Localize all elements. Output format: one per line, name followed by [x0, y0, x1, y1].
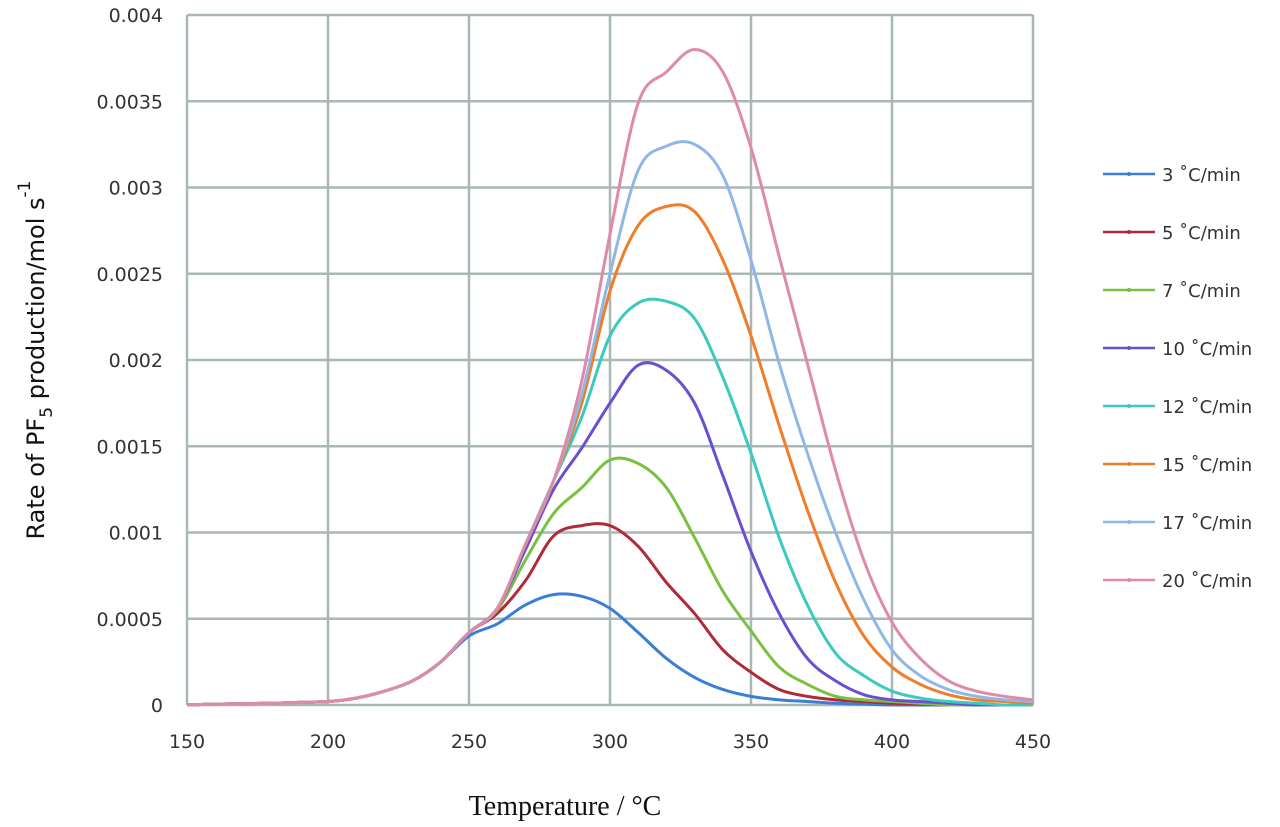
y-axis-label: Rate of PF5 production/mol s-1: [15, 181, 57, 540]
legend-marker: [1127, 346, 1131, 350]
legend-label: 3 ˚C/min: [1162, 165, 1241, 186]
y-label-subscript: 5: [37, 407, 57, 418]
y-tick-label: 0.002: [109, 350, 163, 372]
y-label-part: production/mol s: [22, 197, 50, 406]
legend-marker: [1127, 578, 1131, 582]
x-tick-labels: 150 200 250 300 350 400 450: [169, 731, 1051, 753]
y-tick-label: 0.0025: [97, 264, 163, 286]
y-tick-label: 0.001: [109, 523, 163, 545]
legend-marker: [1127, 404, 1131, 408]
legend-marker: [1127, 172, 1131, 176]
y-tick-labels: 0 0.0005 0.001 0.0015 0.002 0.0025 0.003 0.0035…: [97, 5, 163, 717]
series-line: [186, 48, 1034, 707]
y-label-superscript: -1: [15, 181, 35, 198]
x-tick-label: 450: [1015, 731, 1051, 753]
legend-marker: [1127, 520, 1131, 524]
x-tick-label: 150: [169, 731, 205, 753]
y-tick-label: 0.0005: [97, 609, 163, 631]
y-tick-label: 0.0015: [97, 436, 163, 458]
y-tick-label: 0.0035: [97, 91, 163, 113]
legend-marker: [1127, 230, 1131, 234]
x-tick-label: 250: [451, 731, 487, 753]
y-label-part: Rate of PF: [22, 418, 50, 540]
x-tick-label: 200: [310, 731, 346, 753]
legend-label: 20 ˚C/min: [1162, 571, 1252, 592]
y-tick-label: 0: [151, 695, 163, 717]
x-axis-label: Temperature / °C: [469, 791, 662, 822]
x-tick-label: 400: [874, 731, 910, 753]
legend-label: 17 ˚C/min: [1162, 513, 1252, 534]
legend-label: 12 ˚C/min: [1162, 397, 1252, 418]
legend-label: 5 ˚C/min: [1162, 223, 1241, 244]
legend-marker: [1127, 462, 1131, 466]
grid: [185, 13, 1035, 707]
legend-label: 7 ˚C/min: [1162, 281, 1241, 302]
x-tick-label: 300: [592, 731, 628, 753]
y-tick-label: 0.004: [109, 5, 163, 27]
y-tick-label: 0.003: [109, 178, 163, 200]
legend-label: 10 ˚C/min: [1162, 339, 1252, 360]
x-tick-label: 350: [733, 731, 769, 753]
legend-label: 15 ˚C/min: [1162, 455, 1252, 476]
legend: 3 ˚C/min 5 ˚C/min 7 ˚C/min 10 ˚C/min 12 ˚C/m…: [1103, 165, 1252, 592]
series-lines: [186, 48, 1034, 707]
legend-marker: [1127, 288, 1131, 292]
